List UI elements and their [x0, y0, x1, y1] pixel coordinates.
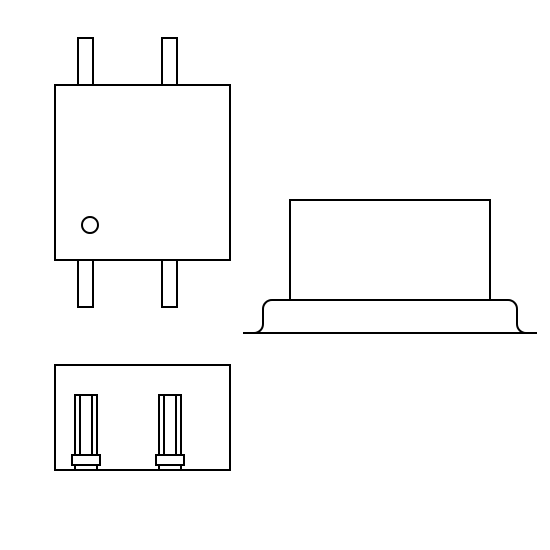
pin1-dot [82, 217, 98, 233]
top-view-pin-2 [78, 260, 93, 307]
side-view-lead-right [490, 300, 537, 333]
front-view-pin-inner-1 [164, 395, 176, 455]
top-view-body [55, 85, 230, 260]
top-view-pin-0 [78, 38, 93, 85]
top-view-pin-1 [162, 38, 177, 85]
front-view-pin-inner-0 [80, 395, 92, 455]
side-view-body [290, 200, 490, 300]
side-view-lead-left [243, 300, 290, 333]
package-drawing [0, 0, 550, 550]
top-view-pin-3 [162, 260, 177, 307]
front-view-pin-foot-0 [72, 455, 100, 465]
front-view-pin-foot-1 [156, 455, 184, 465]
